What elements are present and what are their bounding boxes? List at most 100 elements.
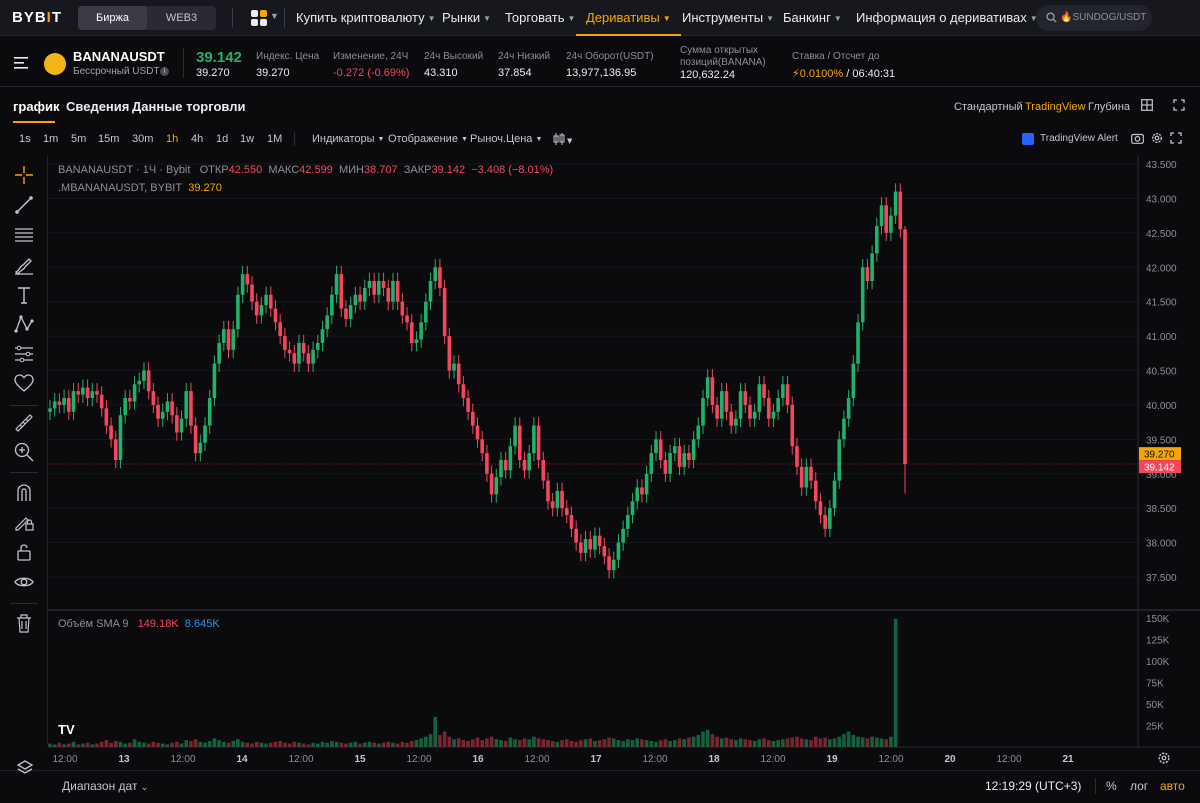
volume-bar [175, 741, 179, 747]
candle-body [541, 459, 546, 481]
nav-markets[interactable]: Рынки ▼ [442, 10, 492, 25]
layers-icon[interactable] [16, 759, 34, 777]
volume-bar [597, 740, 602, 747]
volume-bar [790, 737, 795, 747]
candle-body [517, 425, 522, 460]
axis-settings-icon[interactable] [1157, 751, 1171, 765]
nav-buy-crypto[interactable]: Купить криптовалюту ▼ [296, 10, 436, 25]
text-tool-icon[interactable] [13, 284, 35, 306]
candle-body [691, 439, 696, 460]
candle-body [649, 453, 654, 474]
nav-derivatives[interactable]: Деривативы ▼ [576, 0, 681, 36]
candle-body [128, 398, 132, 402]
web3-tab[interactable]: WEB3 [165, 12, 198, 24]
favorites-heart-icon[interactable] [13, 372, 35, 394]
volume-bar [766, 740, 771, 747]
timezone-clock[interactable]: 12:19:29 (UTC+3) [985, 779, 1082, 793]
bybit-logo[interactable]: BYBIT [12, 9, 63, 26]
lock-icon[interactable] [13, 541, 35, 563]
ruler-icon[interactable] [13, 412, 35, 434]
nav-banking[interactable]: Банкинг ▼ [783, 10, 842, 25]
trend-line-icon[interactable] [13, 194, 35, 216]
volume-bar [306, 744, 311, 747]
percent-toggle[interactable]: % [1106, 779, 1117, 793]
lightning-icon: ⚡ [792, 68, 800, 80]
exchange-web3-toggle: Биржа WEB3 [78, 6, 216, 30]
timeframe-1h[interactable]: 1h [166, 133, 179, 145]
timeframe-1s[interactable]: 1s [19, 133, 31, 145]
horizontal-lines-icon[interactable] [13, 224, 35, 246]
volume-bar [588, 738, 593, 747]
display-dropdown[interactable]: Отображение ▼ [388, 133, 468, 145]
volume-axis: 150K 125K 100K 75K 50K 25K [1146, 614, 1170, 733]
volume-bar [781, 739, 785, 747]
fullscreen-icon[interactable] [1173, 99, 1185, 111]
candle-body [771, 411, 776, 419]
timeframe-1m[interactable]: 1m [43, 133, 59, 145]
magnet-icon[interactable] [13, 482, 35, 504]
candle-body [781, 384, 785, 399]
fullscreen-chart-icon[interactable] [1170, 132, 1182, 144]
eye-icon[interactable] [13, 571, 35, 593]
log-toggle[interactable]: лог [1130, 779, 1149, 793]
candle-body [513, 425, 517, 447]
layout-icon[interactable] [1141, 99, 1153, 111]
auto-toggle[interactable]: авто [1160, 779, 1185, 793]
candle-body [90, 391, 95, 399]
candle-body [701, 398, 705, 426]
volume-bar [719, 738, 724, 747]
nav-derivatives-info[interactable]: Информация о деривативах ▼ [856, 10, 1038, 25]
volume-bar [513, 739, 517, 747]
menu-icon[interactable] [14, 57, 28, 69]
view-depth[interactable]: Глубина [1088, 101, 1131, 113]
candle-body [818, 501, 823, 516]
candle-body [325, 315, 329, 330]
candle-body [146, 370, 151, 392]
tab-chart[interactable]: график [13, 99, 60, 114]
zoom-in-icon[interactable] [13, 441, 35, 463]
volume-bar [668, 740, 672, 747]
crosshair-icon[interactable] [13, 164, 35, 186]
volume-bar [485, 738, 489, 747]
chart-type-candles-icon[interactable]: ▼ [552, 133, 572, 145]
volume-tick-label: 25K [1146, 722, 1164, 733]
view-tradingview[interactable]: TradingView [1025, 101, 1086, 113]
settings-gear-icon[interactable] [1151, 132, 1163, 144]
price-type-dropdown[interactable]: Рыноч.Цена ▼ [470, 133, 543, 145]
brush-icon[interactable] [13, 254, 35, 276]
open-interest-label: Сумма открытых [680, 45, 759, 56]
info-icon[interactable]: i [160, 67, 169, 76]
tradingview-alert-button[interactable]: TradingView Alert [1040, 133, 1118, 144]
timeframe-1w[interactable]: 1w [240, 133, 255, 145]
timeframe-1M[interactable]: 1M [267, 133, 283, 145]
camera-icon[interactable] [1131, 132, 1144, 144]
fib-tool-icon[interactable] [13, 343, 35, 365]
lock-drawing-icon[interactable] [13, 511, 35, 533]
search-input[interactable]: 🔥SUNDOG/USDT [1036, 5, 1152, 31]
apps-grid-icon[interactable] [250, 9, 268, 27]
candle-body [339, 274, 344, 309]
timeframe-1d[interactable]: 1d [216, 133, 229, 145]
pattern-tool-icon[interactable] [13, 313, 35, 335]
exchange-tab[interactable]: Биржа [78, 6, 147, 30]
candle-body [240, 274, 245, 295]
date-range-button[interactable]: Диапазон дат ⌄ [62, 779, 149, 793]
volume-bar [865, 738, 870, 747]
volume-bar [52, 744, 57, 747]
timeframe-4h[interactable]: 4h [191, 133, 204, 145]
view-standard[interactable]: Стандартный [954, 101, 1023, 113]
volume-bar [654, 741, 658, 747]
nav-trade[interactable]: Торговать ▼ [505, 10, 576, 25]
volume-bar [621, 740, 625, 747]
tab-trading-data[interactable]: Данные торговли [132, 99, 246, 114]
nav-tools[interactable]: Инструменты ▼ [682, 10, 774, 25]
tab-info[interactable]: Сведения [66, 99, 130, 114]
trash-icon[interactable] [13, 612, 35, 634]
price-chart[interactable]: 43.500 43.000 42.500 42.000 41.500 41.000 40.5… [48, 155, 1200, 770]
timeframe-5m[interactable]: 5m [71, 133, 87, 145]
timeframe-30m[interactable]: 30m [132, 133, 154, 145]
symbol-name[interactable]: BANANAUSDT [73, 49, 165, 64]
timeframe-15m[interactable]: 15m [98, 133, 120, 145]
indicators-dropdown[interactable]: Индикаторы ▼ [312, 133, 385, 145]
candle-body [903, 229, 907, 464]
